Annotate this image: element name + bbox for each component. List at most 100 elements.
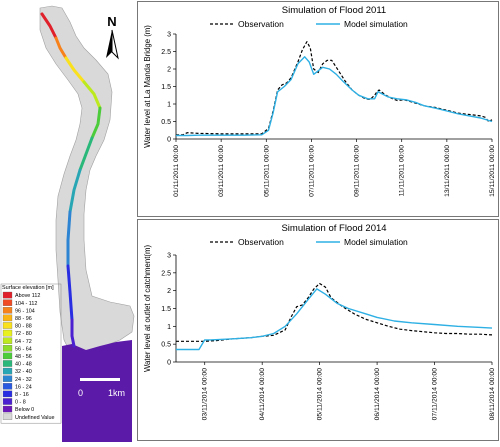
observation-line: [176, 41, 493, 136]
x-tick-label: 01/11/2011 00:00: [173, 145, 180, 197]
y-tick-label: 2: [167, 288, 171, 295]
observation-line: [176, 282, 493, 342]
x-tick-label: 15/11/2011 00:00: [489, 145, 496, 197]
legend-label: 8 - 16: [15, 392, 29, 398]
scale-bar: 0 1km: [78, 378, 125, 398]
legend-label: 64 - 72: [15, 339, 32, 345]
chart-title: Simulation of Flood 2011: [282, 5, 386, 16]
y-tick-label: 1.5: [161, 306, 171, 313]
x-tick-label: 05/11/2014 00:00: [317, 368, 324, 421]
legend-label: 16 - 24: [15, 384, 32, 390]
x-tick-label: 03/11/2014 00:00: [202, 368, 209, 421]
flood-2014-plot: Simulation of Flood 2014 Observation Model…: [143, 223, 496, 421]
legend-label-model: Model simulation: [344, 237, 408, 247]
legend-swatch: [2, 383, 13, 390]
legend-label: Below 0: [15, 407, 34, 413]
legend-label: 72 - 80: [15, 331, 32, 337]
y-tick-label: 1.5: [161, 84, 171, 91]
legend-label: 88 - 96: [15, 316, 32, 322]
y-tick-label: 0: [167, 137, 171, 144]
river-segment: [54, 36, 68, 60]
legend-label: Undefined Value: [15, 415, 54, 421]
legend-swatch: [2, 322, 13, 329]
y-tick-label: 1: [167, 324, 171, 331]
river-segment: [66, 210, 72, 268]
model-simulation-line: [176, 288, 493, 351]
catchment-map: N Surface elevation [m] Above 112 104 - 1…: [0, 5, 135, 442]
legend-swatch: [2, 307, 13, 314]
y-tick-label: 0.5: [161, 119, 171, 126]
x-tick-label: 06/11/2014 00:00: [374, 368, 381, 421]
river-segment: [82, 80, 102, 110]
legend-label: 104 - 112: [15, 301, 37, 307]
lake-area: [62, 340, 132, 442]
legend-swatch: [2, 405, 13, 413]
legend-label-model: Model simulation: [344, 19, 408, 29]
flood-2011-plot: Simulation of Flood 2011 Observation Model…: [143, 5, 496, 197]
legend-label: Above 112: [15, 293, 40, 299]
catchment-area: [39, 5, 135, 367]
legend-swatch: [2, 360, 13, 367]
x-tick-label: 05/11/2011 00:00: [263, 145, 270, 197]
y-tick-label: 2.5: [161, 49, 171, 56]
legend-swatch: [2, 413, 13, 420]
y-tick-label: 0: [167, 360, 171, 367]
river-segment: [78, 136, 94, 172]
legend-swatch: [2, 314, 13, 322]
scale-end-label: 1km: [108, 388, 125, 398]
flood-2011-chart: Simulation of Flood 2011 Observation Model…: [137, 1, 499, 217]
legend-label: 48 - 56: [15, 354, 32, 360]
legend-swatch: [2, 291, 13, 299]
legend-label: 24 - 32: [15, 377, 32, 383]
legend-swatch: [2, 345, 13, 352]
legend-swatch: [2, 375, 13, 382]
catchment-map-panel: N Surface elevation [m] Above 112 104 - 1…: [0, 0, 135, 442]
y-tick-label: 0.5: [161, 342, 171, 349]
legend-label: 56 - 64: [15, 346, 32, 352]
legend-label-observation: Observation: [238, 19, 284, 29]
legend-label: 0 - 8: [15, 400, 26, 406]
river-segment: [40, 12, 58, 40]
x-tick-label: 11/11/2011 00:00: [399, 145, 406, 197]
y-axis-label: Water level at La Manda Bridge (m): [143, 25, 152, 148]
x-tick-label: 04/11/2014 00:00: [259, 368, 266, 421]
x-tick-label: 07/11/2014 00:00: [432, 368, 439, 421]
y-tick-label: 3: [167, 253, 171, 260]
legend-label-observation: Observation: [238, 237, 284, 247]
legend-title: Surface elevation [m]: [2, 285, 54, 291]
flood-2014-chart: Simulation of Flood 2014 Observation Model…: [137, 219, 499, 441]
legend-swatch: [2, 398, 13, 405]
legend-label: 32 - 40: [15, 369, 32, 375]
river-segment: [68, 168, 82, 214]
legend-label: 96 - 104: [15, 308, 35, 314]
legend-label: 80 - 88: [15, 324, 32, 330]
legend-frame: [0, 283, 62, 424]
scale-start-label: 0: [78, 388, 83, 398]
elevation-legend: Surface elevation [m] Above 112 104 - 112…: [0, 283, 62, 424]
north-arrow-icon: N: [106, 14, 119, 60]
river-segment: [70, 318, 76, 348]
x-tick-label: 09/11/2011 00:00: [354, 145, 361, 197]
y-tick-label: 1: [167, 102, 171, 109]
legend-swatch: [2, 299, 13, 306]
legend-swatch: [2, 390, 13, 398]
north-label: N: [107, 14, 116, 29]
x-tick-label: 07/11/2011 00:00: [308, 145, 315, 197]
legend-swatch: [2, 352, 13, 360]
river-segment: [64, 56, 86, 84]
x-tick-label: 08/11/2014 00:00: [489, 368, 496, 421]
legend-label: 40 - 48: [15, 362, 32, 368]
river-channel: [40, 12, 102, 348]
legend-swatch: [2, 367, 13, 375]
river-segment: [66, 264, 74, 322]
chart-title: Simulation of Flood 2014: [281, 223, 386, 234]
legend-swatch: [2, 337, 13, 344]
legend-swatch: [2, 329, 13, 337]
x-tick-label: 13/11/2011 00:00: [444, 145, 451, 197]
y-tick-label: 2: [167, 67, 171, 74]
x-tick-label: 03/11/2011 00:00: [218, 145, 225, 197]
river-segment: [90, 106, 102, 140]
y-tick-label: 3: [167, 32, 171, 39]
y-tick-label: 2.5: [161, 270, 171, 277]
y-axis-label: Water level at outlet of catchment(m): [143, 245, 152, 373]
